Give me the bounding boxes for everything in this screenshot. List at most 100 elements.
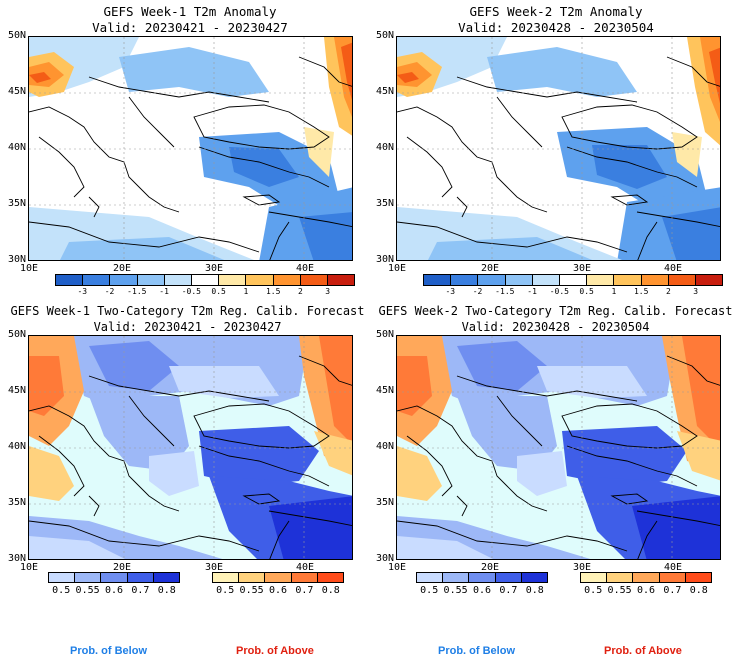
colorbar-swatch — [272, 275, 300, 285]
panel3-lon-label: 20E — [113, 562, 132, 573]
panel4-title: GEFS Week-2 Two-Category T2m Reg. Calib.… — [378, 303, 733, 335]
colorbar-swatch — [581, 573, 607, 582]
colorbar-swatch — [531, 275, 559, 285]
colorbar-swatch — [558, 275, 587, 285]
colorbar-swatch — [613, 275, 641, 285]
panel3-lon-label: 30E — [205, 562, 224, 573]
panel3-title-text: GEFS Week-1 Two-Category T2m Reg. Calib.… — [10, 304, 365, 318]
legend-prob-below: Prob. of Below — [438, 645, 515, 657]
colorbar-swatch — [238, 573, 265, 582]
colorbar-tick-label: -1 — [159, 287, 169, 296]
panel2-lon-label: 10E — [388, 263, 407, 274]
panel1-lat-label: 40N — [7, 142, 26, 153]
colorbar-tick-label: 0.55 — [443, 585, 468, 596]
colorbar-swatch — [450, 275, 478, 285]
colorbar-tick-label: 1.5 — [633, 287, 649, 296]
colorbar-swatch — [74, 573, 101, 582]
panel2-valid-dates: Valid: 20230428 - 20230504 — [458, 20, 654, 35]
panel1-lat-label: 35N — [7, 198, 26, 209]
colorbar-tick-label: -3 — [445, 287, 456, 296]
colorbar-swatch — [56, 275, 83, 285]
panel1-title: GEFS Week-1 T2m Anomaly Valid: 20230421 … — [30, 4, 350, 36]
panel1-colorbar-ticks: -3 -2 -1.5 -1 -0.5 0.5 1 1.5 2 3 — [55, 287, 355, 297]
colorbar-tick-label: 0.6 — [104, 585, 124, 596]
panel2-lat-label: 45N — [375, 86, 394, 97]
colorbar-swatch — [82, 275, 110, 285]
colorbar-swatch — [152, 573, 180, 582]
colorbar-tick-label: 0.7 — [499, 585, 518, 596]
colorbar-tick-label: 0.6 — [636, 585, 656, 596]
panel4-below-colorbar — [416, 572, 548, 583]
colorbar-tick-label: -2 — [104, 287, 115, 296]
colorbar-tick-label: 0.55 — [607, 585, 632, 596]
panel3-below-ticks: 0.5 0.55 0.6 0.7 0.8 — [48, 585, 180, 597]
panel4-above-ticks: 0.5 0.55 0.6 0.7 0.8 — [580, 585, 712, 597]
panel4-lat-label: 35N — [375, 497, 394, 508]
colorbar-swatch — [264, 573, 291, 582]
colorbar-swatch — [126, 573, 153, 582]
panel4-below-ticks: 0.5 0.55 0.6 0.7 0.8 — [416, 585, 548, 597]
panel1-anomaly-colorbar — [55, 274, 355, 286]
panel2-lat-label: 35N — [375, 198, 394, 209]
colorbar-tick-label: -1.5 — [495, 287, 515, 296]
panel3-probability-map — [28, 335, 353, 560]
panel4-above-colorbar — [580, 572, 712, 583]
colorbar-tick-label: 3 — [693, 287, 699, 296]
legend-prob-above: Prob. of Above — [236, 645, 314, 657]
colorbar-tick-label: 0.8 — [689, 585, 708, 596]
colorbar-swatch — [442, 573, 469, 582]
colorbar-tick-label: 1 — [611, 287, 617, 296]
panel1-lat-label: 50N — [7, 30, 26, 41]
panel4-lon-label: 40E — [664, 562, 683, 573]
colorbar-swatch — [520, 573, 548, 582]
colorbar-swatch — [468, 573, 495, 582]
panel2-title-text: GEFS Week-2 T2m Anomaly — [469, 4, 643, 19]
panel3-title: GEFS Week-1 Two-Category T2m Reg. Calib.… — [10, 303, 365, 335]
legend-prob-above: Prob. of Above — [604, 645, 682, 657]
colorbar-tick-label: 0.5 — [216, 585, 235, 596]
colorbar-tick-label: -3 — [77, 287, 88, 296]
panel1-title-text: GEFS Week-1 T2m Anomaly — [103, 4, 277, 19]
colorbar-swatch — [109, 275, 137, 285]
colorbar-swatch — [586, 275, 614, 285]
panel2-lat-label: 50N — [375, 30, 394, 41]
colorbar-tick-label: -0.5 — [549, 287, 569, 296]
panel4-lat-label: 50N — [375, 329, 394, 340]
colorbar-tick-label: 0.55 — [239, 585, 264, 596]
panel3-valid-dates: Valid: 20230421 - 20230427 — [93, 320, 282, 334]
colorbar-swatch — [136, 275, 164, 285]
colorbar-tick-label: 0.7 — [295, 585, 314, 596]
colorbar-swatch — [424, 275, 451, 285]
colorbar-tick-label: 2 — [298, 287, 303, 296]
colorbar-tick-label: -1.5 — [127, 287, 147, 296]
panel4-valid-dates: Valid: 20230428 - 20230504 — [461, 320, 650, 334]
panel2-lon-label: 30E — [573, 263, 592, 274]
colorbar-tick-label: -1 — [527, 287, 537, 296]
panel2-anomaly-colorbar — [423, 274, 723, 286]
colorbar-swatch — [290, 573, 317, 582]
panel1-lon-label: 40E — [296, 263, 315, 274]
colorbar-swatch — [477, 275, 505, 285]
panel3-above-ticks: 0.5 0.55 0.6 0.7 0.8 — [212, 585, 344, 597]
colorbar-swatch — [163, 275, 191, 285]
panel1-valid-dates: Valid: 20230421 - 20230427 — [92, 20, 288, 35]
panel1-anomaly-map — [28, 36, 353, 261]
panel3-lat-label: 40N — [7, 441, 26, 452]
panel3-lat-label: 30N — [7, 553, 26, 564]
panel1-lat-label: 45N — [7, 86, 26, 97]
colorbar-swatch — [316, 573, 344, 582]
panel1-lat-label: 30N — [7, 254, 26, 265]
colorbar-swatch — [213, 573, 239, 582]
colorbar-tick-label: 1.5 — [265, 287, 281, 296]
colorbar-tick-label: 0.5 — [579, 287, 594, 296]
colorbar-swatch — [606, 573, 633, 582]
colorbar-tick-label: 0.5 — [52, 585, 71, 596]
panel3-below-colorbar — [48, 572, 180, 583]
colorbar-swatch — [667, 275, 695, 285]
panel4-title-text: GEFS Week-2 Two-Category T2m Reg. Calib.… — [378, 304, 733, 318]
panel4-lat-label: 30N — [375, 553, 394, 564]
colorbar-tick-label: 0.8 — [321, 585, 340, 596]
panel3-lon-label: 40E — [296, 562, 315, 573]
colorbar-swatch — [504, 275, 532, 285]
panel2-title: GEFS Week-2 T2m Anomaly Valid: 20230428 … — [396, 4, 716, 36]
